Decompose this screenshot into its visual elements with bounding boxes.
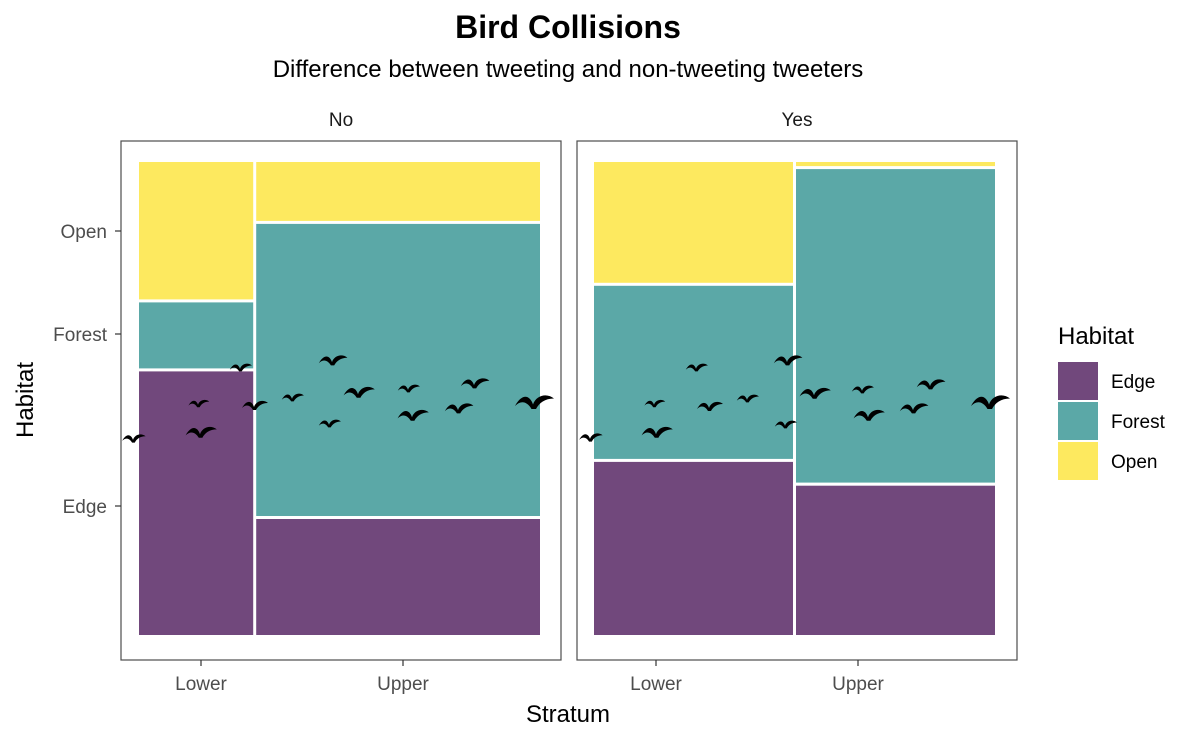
tile-no-upper-open <box>256 162 540 221</box>
y-axis-title: Habitat <box>12 362 39 438</box>
panel-border-yes <box>576 140 1018 661</box>
legend-title: Habitat <box>1058 323 1134 350</box>
facet-label-no: No <box>329 110 353 131</box>
tile-no-lower-open <box>139 162 254 300</box>
x-axis-title: Stratum <box>526 701 610 728</box>
tile-yes-lower-open <box>594 162 793 283</box>
y-tick-label-forest: Forest <box>53 325 108 346</box>
y-tick-label-edge: Edge <box>63 497 107 518</box>
tile-no-upper-edge <box>256 519 540 635</box>
tile-yes-upper-forest <box>796 169 995 483</box>
x-axis: Lower Upper Lower Upper <box>175 660 885 695</box>
y-axis: Open Forest Edge <box>53 222 121 518</box>
x-tick-label-no-upper: Upper <box>377 674 429 695</box>
y-tick-label-open: Open <box>61 222 107 243</box>
chart-subtitle: Difference between tweeting and non-twee… <box>273 56 864 83</box>
legend-key-edge <box>1058 362 1098 400</box>
x-tick-label-yes-lower: Lower <box>630 674 682 695</box>
legend: Habitat Edge Forest Open <box>1058 323 1166 480</box>
legend-label-edge: Edge <box>1111 372 1155 393</box>
x-tick-label-yes-upper: Upper <box>832 674 884 695</box>
tile-no-upper-forest <box>256 223 540 516</box>
panel-border-no <box>120 140 562 661</box>
facet-strips: No Yes <box>329 110 813 131</box>
chart-title: Bird Collisions <box>455 9 681 45</box>
tile-yes-upper-edge <box>796 485 995 635</box>
tile-yes-lower-edge <box>594 461 793 635</box>
legend-label-forest: Forest <box>1111 412 1166 433</box>
facet-label-yes: Yes <box>782 110 813 131</box>
tile-yes-lower-forest <box>594 285 793 459</box>
mosaic-tiles <box>139 162 995 635</box>
tile-yes-upper-open <box>796 162 995 167</box>
tile-no-lower-forest <box>139 302 254 369</box>
legend-label-open: Open <box>1111 452 1157 473</box>
legend-key-open <box>1058 442 1098 480</box>
x-tick-label-no-lower: Lower <box>175 674 227 695</box>
tile-no-lower-edge <box>139 371 254 635</box>
legend-key-forest <box>1058 402 1098 440</box>
